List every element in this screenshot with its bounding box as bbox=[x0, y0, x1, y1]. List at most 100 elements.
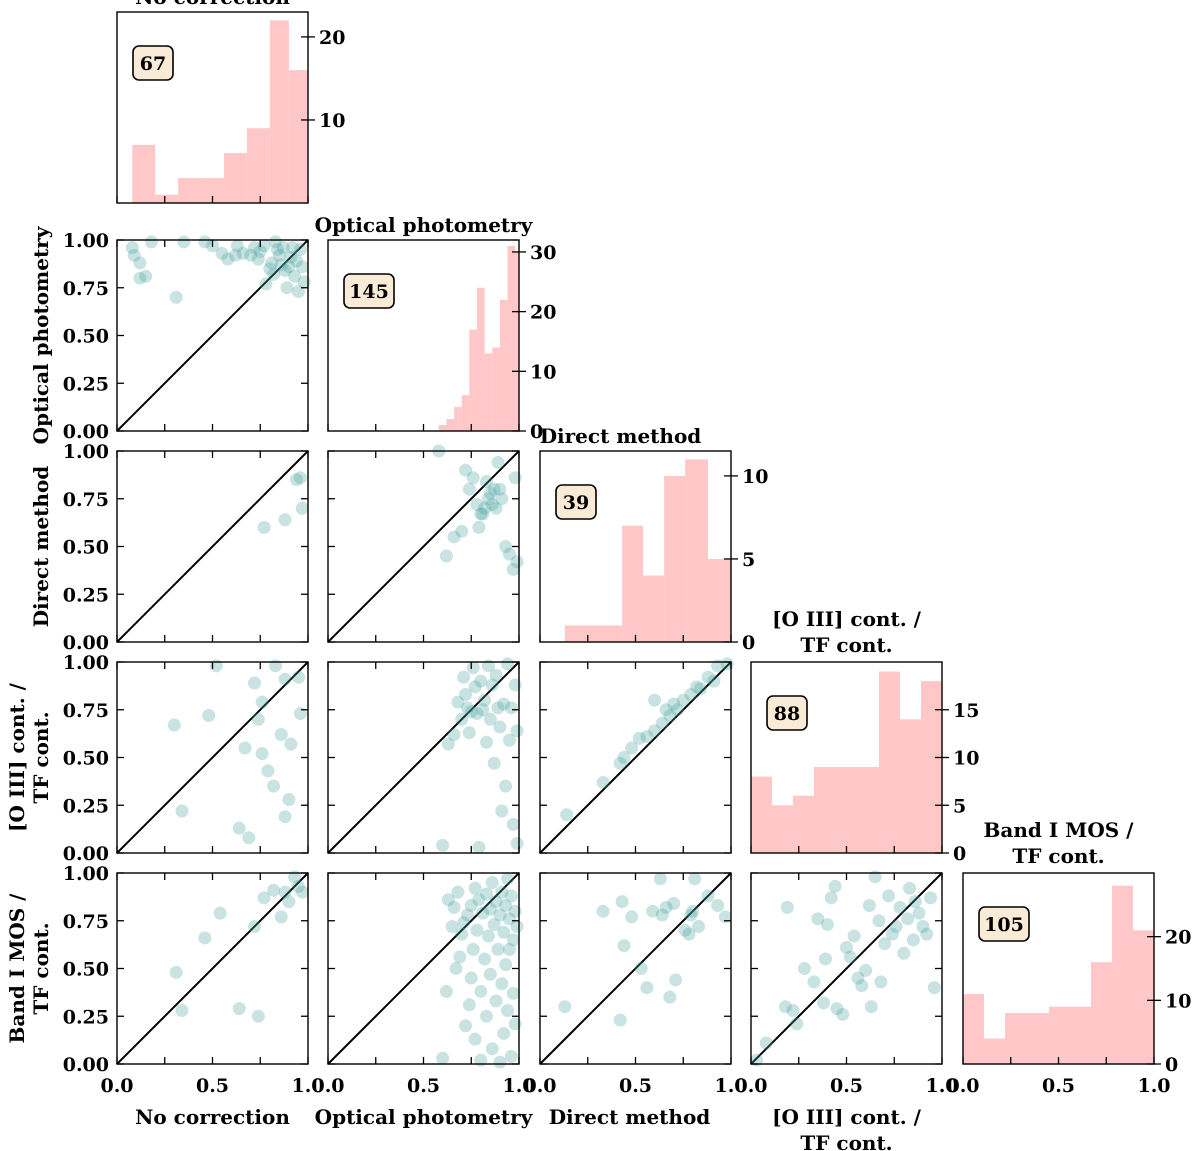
scatter-point bbox=[487, 918, 501, 932]
histogram-ytick-label: 15 bbox=[953, 700, 979, 722]
scatter-point bbox=[441, 737, 455, 751]
histogram-title-line-1: Band I MOS / bbox=[984, 818, 1135, 842]
scatter-point bbox=[447, 530, 461, 544]
scatter-point bbox=[468, 881, 482, 895]
scatter-point bbox=[640, 729, 654, 743]
histogram-bar bbox=[1069, 1006, 1091, 1064]
scatter-point bbox=[221, 252, 235, 266]
histogram-ytick-label: 10 bbox=[1165, 990, 1191, 1012]
scatter-point bbox=[257, 239, 271, 253]
histogram-bar bbox=[603, 625, 623, 642]
scatter-point bbox=[236, 246, 250, 260]
scatter-point bbox=[284, 250, 298, 264]
scatter-point bbox=[903, 881, 917, 895]
scatter-point bbox=[817, 996, 831, 1010]
scatter-point bbox=[483, 712, 497, 726]
y-axis-label: Direct method bbox=[29, 466, 53, 628]
scatter-point bbox=[476, 703, 490, 717]
bottom-xtick-label: 0.0 bbox=[100, 1075, 133, 1097]
scatter-point bbox=[478, 952, 492, 966]
scatter-point bbox=[497, 1026, 511, 1040]
scatter-point bbox=[244, 248, 258, 262]
scatter-point bbox=[257, 891, 271, 905]
x-axis-label: Direct method bbox=[549, 1105, 711, 1129]
histogram-bar bbox=[499, 299, 508, 431]
scatter-point bbox=[472, 840, 486, 854]
histogram-panel-2: 0 10 20 30 145 Optical photometry bbox=[315, 213, 557, 443]
scatter-point bbox=[640, 981, 654, 995]
scatter-panel-r3-c2 bbox=[327, 444, 524, 643]
scatter-point bbox=[257, 520, 271, 534]
scatter-point bbox=[483, 967, 497, 981]
scatter-point bbox=[267, 883, 281, 897]
scatter-point bbox=[474, 1053, 488, 1067]
histogram-bar bbox=[793, 795, 815, 853]
histogram-ytick-label: 10 bbox=[953, 748, 979, 770]
count-label: 67 bbox=[140, 53, 166, 75]
scatter-point bbox=[293, 707, 307, 721]
scatter-point bbox=[502, 733, 516, 747]
scatter-point bbox=[682, 927, 696, 941]
scatter-point bbox=[288, 269, 302, 283]
scatter-point bbox=[215, 246, 229, 260]
scatter-point bbox=[489, 895, 503, 909]
one-to-one-line bbox=[327, 450, 520, 643]
scatter-point bbox=[684, 687, 698, 701]
histogram-bar bbox=[1132, 930, 1154, 1064]
scatter-point bbox=[483, 486, 497, 500]
y-axis-label-line-2: TF cont. bbox=[29, 922, 53, 1014]
scatter-point bbox=[648, 724, 662, 738]
histogram-bar bbox=[1111, 885, 1133, 1064]
scatter-point bbox=[510, 555, 524, 569]
scatter-point bbox=[617, 751, 631, 764]
count-box bbox=[555, 484, 597, 520]
scatter-point bbox=[489, 668, 503, 682]
scatter-point bbox=[508, 1017, 522, 1031]
scatter-point bbox=[255, 695, 269, 709]
scatter-point bbox=[480, 887, 494, 901]
scatter-point bbox=[144, 235, 158, 249]
scatter-panel-r3-c1: 0.00 0.25 0.50 0.75 1.00 bbox=[63, 441, 309, 654]
scatter-point bbox=[667, 897, 681, 911]
scatter-point bbox=[198, 931, 212, 945]
scatter-ytick-label: 0.00 bbox=[63, 632, 109, 654]
scatter-ytick-label: 0.25 bbox=[63, 795, 109, 817]
scatter-point bbox=[489, 501, 503, 515]
scatter-point bbox=[462, 482, 476, 496]
scatter-point bbox=[295, 501, 309, 515]
scatter-point bbox=[169, 290, 183, 304]
scatter-point bbox=[290, 254, 304, 268]
scatter-point bbox=[790, 1017, 804, 1031]
x-axis-label: No correction bbox=[135, 1105, 290, 1129]
scatter-point bbox=[830, 1002, 844, 1016]
scatter-point bbox=[453, 950, 467, 964]
scatter-point bbox=[462, 726, 476, 740]
scatter-point bbox=[508, 904, 522, 918]
histogram-ytick-label: 0 bbox=[953, 843, 966, 865]
histogram-ytick-label: 10 bbox=[742, 466, 768, 488]
scatter-point bbox=[447, 900, 461, 914]
histogram-ytick-label: 20 bbox=[319, 27, 345, 49]
histogram-bar bbox=[685, 459, 709, 642]
scatter-point bbox=[510, 724, 524, 738]
scatter-point bbox=[711, 898, 725, 912]
scatter-point bbox=[265, 256, 279, 270]
scatter-point bbox=[464, 898, 478, 912]
histogram-bar bbox=[469, 329, 477, 431]
scatter-point bbox=[248, 676, 262, 690]
histogram-bar bbox=[454, 407, 462, 431]
scatter-point bbox=[232, 821, 246, 835]
histogram-bar bbox=[155, 194, 179, 203]
bottom-xtick-label: 0.5 bbox=[196, 1075, 229, 1097]
histogram-bar bbox=[1048, 1006, 1070, 1064]
scatter-point bbox=[862, 898, 876, 912]
scatter-point bbox=[133, 271, 147, 285]
histogram-bar bbox=[201, 178, 224, 203]
scatter-point bbox=[460, 701, 474, 715]
scatter-point bbox=[613, 756, 627, 770]
scatter-point bbox=[439, 984, 453, 998]
scatter-ytick-label: 1.00 bbox=[63, 230, 109, 252]
count-label: 88 bbox=[774, 703, 800, 725]
scatter-ytick-label: 0.00 bbox=[63, 843, 109, 865]
scatter-point bbox=[882, 889, 896, 903]
